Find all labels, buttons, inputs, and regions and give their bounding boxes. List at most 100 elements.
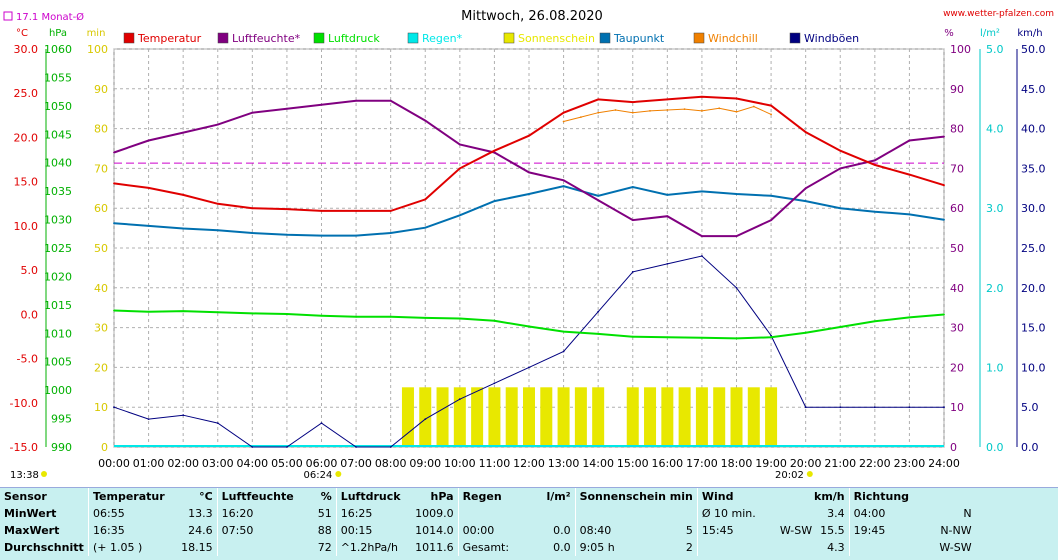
temperature-series-point (424, 198, 427, 201)
time-marker-label: 13:38 (10, 470, 39, 481)
wind-gust-series-point (320, 422, 323, 424)
pressure-series-point (701, 336, 703, 339)
dewpoint-series-point (735, 193, 738, 195)
wind-value: 3.4 (827, 507, 845, 520)
windchill-series-point (770, 113, 772, 116)
wind-tick-label: 45.0 (1021, 83, 1046, 96)
x-tick-label: 21:00 (824, 457, 856, 470)
col-hum-unit: % (320, 490, 332, 503)
humidity-unit-label: % (944, 28, 954, 39)
legend-label: Windchill (708, 32, 758, 45)
temperature-series-point (908, 173, 911, 176)
hum-time: 07:50 (216, 522, 298, 539)
pressure-series-point (666, 336, 669, 339)
pressure-tick-label: 1040 (44, 157, 72, 170)
x-tick-label: 03:00 (202, 457, 234, 470)
pressure-series-point (355, 315, 357, 318)
source-label: www.wetter-pfalzen.com (943, 9, 1054, 19)
pressure-tick-label: 995 (51, 413, 72, 426)
col-press-unit: hPa (430, 490, 454, 503)
summary-row-max: MaxWert 16:35 24.6 07:50 88 00:15 1014.0… (0, 522, 976, 539)
windchill-series-point (718, 107, 721, 110)
temperature-series-point (873, 164, 876, 166)
humidity-series-point (286, 107, 288, 110)
rain-tick-label: 3.0 (986, 202, 1004, 215)
temp-tick-label: -15.0 (10, 441, 38, 454)
press-time: 16:25 (335, 505, 405, 522)
sunshine-bar (592, 387, 605, 447)
wind-gust-series-point (113, 406, 115, 409)
dewpoint-series-point (562, 185, 565, 188)
col-rain-header: Regen (457, 488, 527, 505)
windchill-series-point (614, 109, 617, 111)
humidity-series-point (113, 151, 115, 154)
dewpoint-series-point (597, 194, 600, 197)
dir-value: N (963, 507, 972, 520)
rain-time: Gesamt: (457, 539, 527, 556)
temperature-series-point (804, 131, 807, 134)
pressure-series-point (493, 319, 496, 322)
dewpoint-series-point (770, 194, 772, 197)
x-tick-label: 17:00 (686, 457, 718, 470)
col-press-header: Luftdruck (335, 488, 405, 505)
wind-gust-series-point (908, 406, 911, 409)
dewpoint-series-point (701, 190, 703, 193)
rain-tick-label: 0.0 (986, 441, 1004, 454)
summary-row-min: MinWert 06:55 13.3 16:20 51 16:25 1009.0… (0, 505, 976, 522)
sunshine-bar (540, 387, 553, 447)
pressure-series-point (873, 320, 876, 323)
wind-unit-label: km/h (1017, 28, 1042, 39)
dewpoint-series-point (355, 234, 357, 237)
dir-time: 19:45 (848, 522, 918, 539)
dewpoint-series-point (839, 207, 842, 210)
x-tick-label: 18:00 (721, 457, 753, 470)
humidity-series-point (389, 99, 392, 102)
sunshine-bar (453, 387, 466, 447)
wind-gust-series-point (631, 271, 634, 273)
humidity-tick-label: 50 (950, 242, 964, 255)
sunset-label: 20:02 (775, 470, 804, 481)
col-wind-unit: km/h (814, 490, 845, 503)
temperature-series-point (147, 187, 150, 189)
humidity-tick-label: 30 (950, 322, 964, 335)
x-tick-label: 24:00 (928, 457, 960, 470)
sunshine-bar (713, 387, 726, 447)
pressure-series-point (182, 310, 185, 312)
dewpoint-series-point (182, 227, 185, 230)
pressure-series-point (943, 313, 945, 316)
col-temp-header: Temperatur (87, 488, 169, 505)
temperature-series-point (286, 208, 288, 211)
humidity-series-point (458, 143, 461, 146)
dewpoint-series-point (113, 222, 115, 225)
dir-value: N-NW (940, 524, 972, 537)
humidity-series-point (355, 99, 357, 102)
humidity-tick-label: 80 (950, 123, 964, 136)
sun-tick-label: 80 (94, 123, 108, 136)
temp-tick-label: 0.0 (21, 308, 39, 321)
wind-tick-label: 35.0 (1021, 162, 1046, 175)
dewpoint-series-point (147, 225, 150, 227)
sunrise-label: 06:24 (304, 470, 333, 481)
x-tick-label: 14:00 (582, 457, 614, 470)
sunshine-bar (505, 387, 518, 447)
sun-tick-label: 50 (94, 242, 108, 255)
sun-time (574, 505, 666, 522)
humidity-series-point (320, 103, 323, 106)
dir-time (848, 539, 918, 556)
temperature-series-point (493, 149, 496, 152)
x-tick-label: 00:00 (98, 457, 130, 470)
dewpoint-series-point (320, 234, 323, 237)
summary-table: Sensor Temperatur °C Luftfeuchte % Luftd… (0, 487, 1058, 560)
dewpoint-series-point (908, 213, 911, 216)
legend-label: Regen* (422, 32, 463, 45)
wind-time: Ø 10 min. (696, 505, 776, 522)
humidity-tick-label: 100 (950, 43, 971, 56)
rain-tick-label: 1.0 (986, 361, 1004, 374)
pressure-series-point (562, 330, 565, 333)
sunshine-bar (419, 387, 432, 447)
monthly-avg-label: 17.1 Monat-Ø (16, 11, 84, 23)
dir-time: 04:00 (848, 505, 918, 522)
legend-label: Luftdruck (328, 32, 380, 45)
pressure-series-point (597, 333, 600, 335)
sunshine-bar (644, 387, 657, 447)
